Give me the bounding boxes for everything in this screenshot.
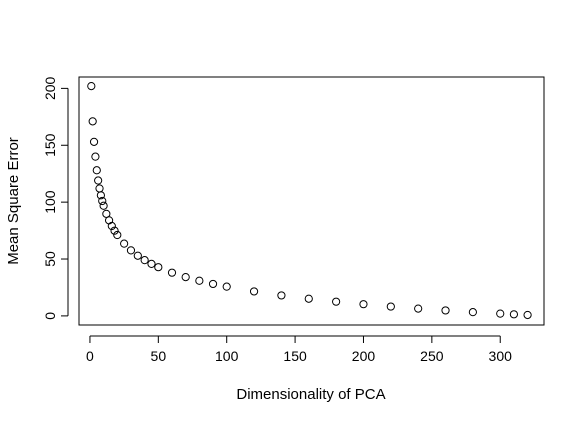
data-point [120,239,129,248]
data-point [414,304,423,313]
data-point [140,256,149,265]
data-point [89,137,99,146]
data-point [304,294,313,303]
data-point [98,196,107,206]
y-tick-label: 0 [42,312,58,320]
data-point [110,226,119,235]
data-point [154,263,163,272]
data-point [181,273,190,282]
data-point [87,82,96,91]
x-tick-label: 200 [352,348,376,364]
y-tick-label: 100 [42,190,58,214]
data-points [87,82,532,320]
data-point [167,268,177,277]
data-point [91,152,100,161]
data-point [222,282,231,291]
y-tick-label: 150 [42,133,58,157]
data-point [359,300,368,309]
data-point [133,251,142,260]
data-point [126,246,136,255]
data-point [208,279,218,289]
y-tick-label: 50 [42,251,58,267]
x-axis-label: Dimensionality of PCA [236,386,385,403]
x-tick-label: 250 [420,348,444,364]
data-point [509,310,519,319]
x-tick-label: 50 [151,348,167,364]
x-tick-label: 100 [215,348,239,364]
x-axis: 0 50 100 150 200 250 300 [86,335,513,364]
data-point [107,221,116,231]
data-point [386,302,395,311]
y-axis-label: Mean Square Error [5,137,22,265]
data-point [99,201,108,210]
data-point [195,276,204,285]
data-point [113,230,122,240]
data-point [332,297,341,306]
data-point [96,191,105,200]
data-point [94,176,103,185]
x-tick-label: 0 [86,348,94,364]
data-point [468,308,477,317]
y-tick-label: 200 [42,76,58,100]
data-point [147,259,156,269]
data-point [441,306,450,315]
data-point [523,310,532,320]
data-point [249,287,259,296]
x-tick-label: 300 [489,348,513,364]
y-axis: 0 50 100 150 200 [42,76,69,320]
plot-frame [78,76,545,326]
data-point [496,309,505,318]
data-point [95,184,104,193]
data-point [88,117,97,126]
data-point [277,291,286,300]
data-point [92,166,101,175]
x-tick-label: 150 [283,348,307,364]
